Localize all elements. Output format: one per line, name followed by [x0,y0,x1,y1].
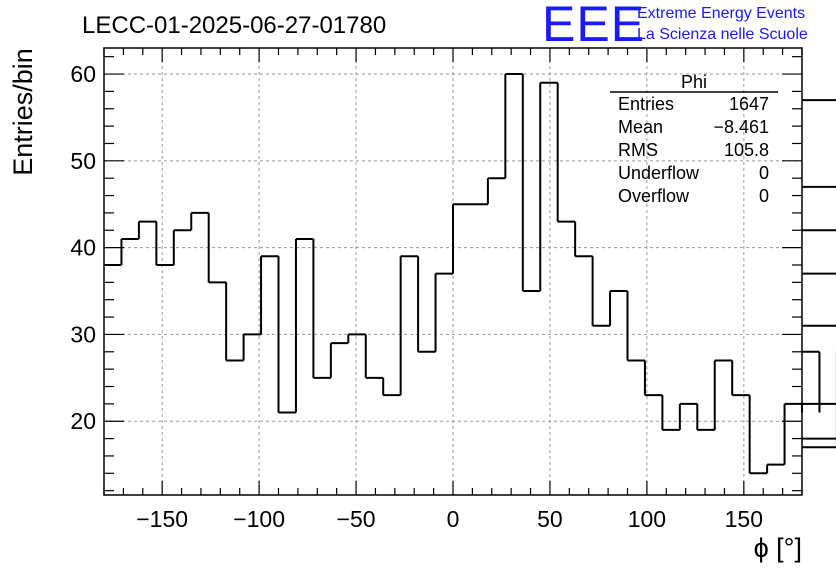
y-tick-label: 40 [70,235,96,261]
stats-entries-label: Entries [618,94,674,114]
x-tick-label: 100 [628,506,666,532]
stats-rms-label: RMS [618,140,658,160]
eee-logo: EEE Extreme Energy Events La Scienza nel… [542,0,808,52]
y-tick-label: 60 [70,61,96,87]
x-tick-label: −150 [136,506,188,532]
stats-rms-value: 105.8 [724,140,769,160]
stats-overflow-label: Overflow [618,186,690,206]
x-tick-label: −100 [233,506,285,532]
x-tick-label: 50 [537,506,563,532]
logo-line2: La Scienza nelle Scuole [637,26,808,43]
axis-ticks [103,48,803,495]
stats-box: Phi Entries 1647 Mean −8.461 RMS 105.8 U… [610,72,778,206]
stats-overflow-value: 0 [759,186,769,206]
logo-mark: EEE [542,0,645,52]
chart-title: LECC-01-2025-06-27-01780 [82,12,386,39]
logo-line1: Extreme Energy Events [637,5,805,22]
stats-mean-value: −8.461 [713,117,769,137]
x-tick-label: −50 [337,506,376,532]
x-tick-label: 0 [447,506,460,532]
x-tick-label: 150 [725,506,763,532]
stats-underflow-label: Underflow [618,163,700,183]
stats-title: Phi [681,72,707,92]
y-tick-label: 50 [70,148,96,174]
stats-mean-label: Mean [618,117,663,137]
histogram [104,73,836,475]
y-tick-label: 20 [70,408,96,434]
stats-underflow-value: 0 [759,163,769,183]
stats-entries-value: 1647 [729,94,769,114]
x-axis-title: ϕ [°] [754,533,802,563]
y-tick-label: 30 [70,321,96,347]
y-axis-title: Entries/bin [8,48,38,176]
tick-labels: −150 −100 −50 0 50 100 150 20 30 40 50 60 [70,61,763,532]
